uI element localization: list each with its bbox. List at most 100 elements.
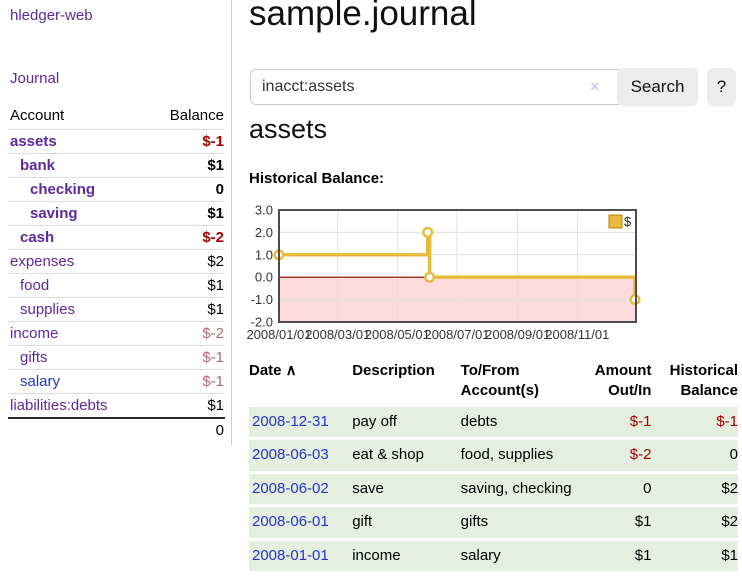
account-row: assets $-1: [8, 129, 225, 154]
transaction-amount: 0: [578, 473, 652, 504]
account-link[interactable]: expenses: [10, 253, 75, 270]
transaction-row: 2008-01-01 income salary $1 $1: [249, 540, 738, 571]
transaction-date-cell: 2008-01-01: [249, 540, 353, 571]
data-point-marker: [422, 226, 434, 238]
transaction-row: 2008-06-02 save saving, checking 0 $2: [249, 473, 738, 504]
account-balance: $-1: [145, 129, 225, 154]
help-button[interactable]: ?: [707, 68, 736, 106]
account-balance: $2: [145, 249, 225, 274]
transaction-date-cell: 2008-06-01: [249, 507, 353, 538]
account-link[interactable]: gifts: [20, 349, 48, 366]
account-cell: expenses: [8, 249, 146, 274]
search-button[interactable]: Search: [617, 68, 698, 106]
account-cell: salary: [8, 369, 146, 394]
transaction-description: gift: [352, 507, 461, 538]
y-axis-tick-label: 1.0: [255, 247, 273, 262]
transaction-date-link[interactable]: 2008-06-03: [252, 446, 329, 463]
transaction-row: 2008-06-03 eat & shop food, supplies $-2 0: [249, 440, 738, 471]
account-cell: liabilities:debts: [8, 393, 146, 418]
account-heading: assets: [249, 114, 328, 144]
transaction-accounts: gifts: [460, 507, 579, 538]
account-link[interactable]: saving: [30, 205, 78, 222]
account-cell: cash: [8, 225, 146, 250]
historical-balance-chart: $3.0 2.0 1.0 0.0 -1.0 -2.02008/01/012008/03/0…: [246, 204, 641, 342]
x-axis-tick-label: 2008/09/01: [485, 327, 550, 342]
legend-label: $: [624, 214, 632, 229]
chart-title: Historical Balance:: [249, 170, 385, 187]
transactions-header-to-from-account-s-: To/From Account(s): [460, 362, 539, 400]
sidebar-item-journal[interactable]: Journal: [10, 70, 60, 87]
sidebar: hledger-web Journal Account Balance asse…: [0, 0, 232, 445]
account-link[interactable]: supplies: [20, 301, 76, 318]
transaction-date-link[interactable]: 2008-06-02: [252, 479, 329, 497]
accounts-header-row: Account Balance: [8, 104, 225, 130]
account-link[interactable]: income: [10, 325, 59, 342]
transaction-date-cell: 2008-06-03: [249, 440, 353, 471]
account-balance: $-2: [145, 225, 225, 250]
transaction-accounts: debts: [460, 406, 579, 437]
account-row: food $1: [8, 273, 225, 298]
account-link[interactable]: bank: [20, 157, 56, 174]
transaction-description: save: [352, 473, 461, 504]
y-axis-tick-label: 3.0: [255, 204, 273, 218]
transaction-date-link[interactable]: 2008-12-31: [252, 412, 329, 430]
account-balance: $1: [145, 297, 225, 322]
search-input[interactable]: [250, 69, 631, 105]
app-title-link[interactable]: hledger-web: [10, 7, 93, 24]
accounts-total-value: 0: [145, 417, 225, 442]
transaction-accounts: saving, checking: [460, 473, 579, 504]
account-cell: assets: [8, 129, 146, 154]
account-link[interactable]: checking: [30, 181, 96, 198]
sort-ascending-icon[interactable]: ∧: [281, 362, 297, 379]
transaction-date-link[interactable]: 2008-01-01: [252, 546, 329, 564]
account-cell: checking: [8, 177, 146, 202]
x-axis-tick-label: 2008/01/01: [246, 327, 311, 342]
transaction-amount: $1: [578, 507, 652, 538]
transaction-date-cell: 2008-12-31: [249, 406, 353, 437]
transaction-date-link[interactable]: 2008-06-01: [252, 513, 329, 530]
transaction-description: income: [352, 540, 461, 571]
account-cell: saving: [8, 201, 146, 226]
account-link[interactable]: cash: [20, 229, 55, 246]
y-axis-tick-label: 2.0: [255, 225, 273, 240]
account-cell: bank: [8, 153, 146, 178]
transaction-accounts: salary: [460, 540, 579, 571]
transaction-amount: $-2: [578, 440, 652, 471]
clear-search-icon[interactable]: ×: [590, 77, 600, 96]
transaction-balance: $1: [651, 540, 738, 571]
transaction-row: 2008-06-01 gift gifts $1 $2: [249, 507, 738, 538]
account-row: checking 0: [8, 177, 225, 202]
transactions-header-date[interactable]: Date ∧: [249, 362, 297, 379]
transaction-description: eat & shop: [352, 440, 461, 471]
y-axis-tick-label: 0.0: [255, 270, 273, 285]
accounts-header-account: Account: [10, 107, 65, 124]
account-link[interactable]: salary: [20, 373, 61, 390]
account-link[interactable]: liabilities:debts: [10, 397, 108, 414]
account-link[interactable]: assets: [10, 133, 57, 150]
transaction-balance: $-1: [651, 406, 738, 437]
account-balance: $1: [145, 153, 225, 178]
transactions-header-historical-balance: Historical Balance: [669, 362, 738, 400]
account-balance: $-2: [145, 321, 225, 346]
account-balance: $-1: [145, 345, 225, 370]
account-row: gifts $-1: [8, 345, 225, 370]
transactions-header-description: Description: [352, 362, 435, 379]
page-title: sample.journal: [249, 0, 477, 33]
account-row: cash $-2: [8, 225, 225, 250]
account-cell: income: [8, 321, 146, 346]
account-row: liabilities:debts $1: [8, 393, 225, 418]
account-balance: $-1: [145, 369, 225, 394]
transactions-header-amount-out-in: Amount Out/In: [594, 362, 652, 400]
transaction-row: 2008-12-31 pay off debts $-1 $-1: [249, 406, 738, 437]
account-row: supplies $1: [8, 297, 225, 322]
accounts-table: Account Balance assets $-1 bank $1 checking 0…: [8, 104, 225, 442]
account-balance: $1: [145, 393, 225, 418]
account-link[interactable]: food: [20, 277, 50, 294]
x-axis-tick-label: 2008/11/01: [545, 327, 609, 342]
transaction-balance: $2: [651, 507, 738, 538]
transaction-amount: $-1: [578, 406, 652, 437]
account-cell: gifts: [8, 345, 146, 370]
transaction-balance: $2: [651, 473, 738, 504]
transaction-balance: 0: [651, 440, 738, 471]
plot-border: [278, 209, 637, 323]
